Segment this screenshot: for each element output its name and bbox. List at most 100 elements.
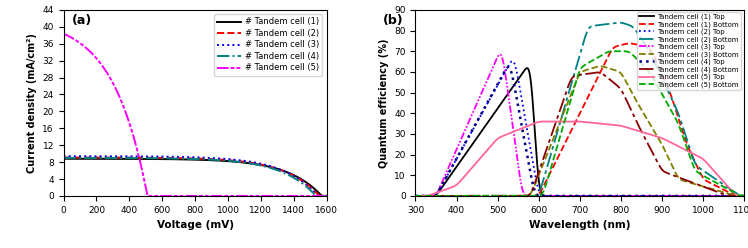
Tandem cell (1) Bottom — [560, 143, 568, 146]
Tandem cell (5) Bottom — [719, 185, 728, 188]
Tandem cell (4) Bottom — [560, 96, 568, 99]
Y-axis label: Quantum efficiency (%): Quantum efficiency (%) — [378, 38, 389, 168]
Tandem cell (2) Top — [719, 194, 728, 197]
# Tandem cell (5) — [166, 194, 175, 197]
Tandem cell (4) Top — [740, 194, 748, 197]
# Tandem cell (4) — [312, 194, 321, 197]
Tandem cell (2) Top — [560, 194, 568, 197]
Line: # Tandem cell (3): # Tandem cell (3) — [64, 156, 327, 196]
X-axis label: Voltage (mV): Voltage (mV) — [156, 220, 233, 230]
Line: Tandem cell (5) Bottom: Tandem cell (5) Bottom — [415, 51, 744, 196]
# Tandem cell (1) — [269, 166, 278, 169]
Tandem cell (4) Bottom — [470, 194, 479, 197]
Line: Tandem cell (2) Bottom: Tandem cell (2) Bottom — [415, 23, 744, 196]
# Tandem cell (5) — [240, 194, 249, 197]
# Tandem cell (3) — [240, 159, 249, 162]
Tandem cell (3) Bottom — [579, 69, 588, 72]
Line: Tandem cell (1) Top: Tandem cell (1) Top — [415, 68, 744, 196]
Tandem cell (3) Bottom — [719, 191, 728, 194]
Line: # Tandem cell (4): # Tandem cell (4) — [64, 158, 327, 196]
Line: Tandem cell (4) Bottom: Tandem cell (4) Bottom — [415, 72, 744, 196]
Tandem cell (4) Top — [504, 66, 513, 69]
# Tandem cell (5) — [59, 32, 68, 35]
Tandem cell (4) Bottom — [638, 131, 647, 134]
Tandem cell (1) Top — [638, 194, 647, 197]
# Tandem cell (2) — [165, 156, 174, 159]
Tandem cell (1) Bottom — [625, 42, 634, 45]
Line: Tandem cell (4) Top: Tandem cell (4) Top — [415, 67, 744, 196]
Tandem cell (3) Top — [580, 194, 589, 197]
Line: Tandem cell (2) Top: Tandem cell (2) Top — [415, 61, 744, 196]
# Tandem cell (1) — [86, 157, 95, 160]
# Tandem cell (3) — [269, 166, 278, 169]
# Tandem cell (2) — [240, 160, 249, 163]
Tandem cell (5) Bottom — [638, 63, 647, 66]
Tandem cell (3) Bottom — [417, 194, 426, 197]
# Tandem cell (1) — [240, 161, 249, 164]
# Tandem cell (3) — [175, 155, 184, 158]
Tandem cell (1) Bottom — [417, 194, 426, 197]
Tandem cell (5) Top — [470, 164, 479, 167]
# Tandem cell (1) — [322, 194, 331, 197]
Line: Tandem cell (1) Bottom: Tandem cell (1) Bottom — [415, 43, 744, 196]
Text: (a): (a) — [72, 14, 92, 27]
# Tandem cell (2) — [264, 165, 273, 168]
# Tandem cell (4) — [269, 167, 278, 170]
Tandem cell (2) Top — [417, 194, 426, 197]
Tandem cell (4) Bottom — [417, 194, 426, 197]
# Tandem cell (3) — [313, 194, 322, 197]
# Tandem cell (1) — [59, 157, 68, 160]
Line: Tandem cell (3) Top: Tandem cell (3) Top — [415, 54, 744, 196]
Line: Tandem cell (5) Top: Tandem cell (5) Top — [415, 122, 744, 196]
Tandem cell (2) Bottom — [638, 38, 647, 41]
Tandem cell (4) Top — [580, 194, 589, 197]
Tandem cell (5) Top — [740, 194, 748, 197]
X-axis label: Wavelength (nm): Wavelength (nm) — [529, 220, 631, 230]
Tandem cell (5) Bottom — [417, 194, 426, 197]
Line: # Tandem cell (1): # Tandem cell (1) — [64, 159, 327, 196]
# Tandem cell (2) — [315, 194, 324, 197]
Tandem cell (2) Bottom — [719, 183, 728, 186]
Tandem cell (1) Bottom — [411, 194, 420, 197]
Legend: # Tandem cell (1), # Tandem cell (2), # Tandem cell (3), # Tandem cell (4), # Ta: # Tandem cell (1), # Tandem cell (2), # … — [214, 14, 322, 76]
Tandem cell (5) Top — [560, 120, 568, 123]
# Tandem cell (2) — [322, 194, 331, 197]
Tandem cell (5) Top — [545, 120, 554, 123]
Tandem cell (5) Bottom — [614, 50, 623, 53]
Tandem cell (5) Top — [411, 194, 420, 197]
Tandem cell (3) Top — [638, 194, 647, 197]
Tandem cell (3) Bottom — [560, 110, 568, 113]
Tandem cell (2) Top — [411, 194, 420, 197]
Legend: Tandem cell (1) Top, Tandem cell (1) Bottom, Tandem cell (2) Top, Tandem cell (2: Tandem cell (1) Top, Tandem cell (1) Bot… — [637, 12, 741, 90]
Tandem cell (3) Top — [470, 108, 479, 111]
Tandem cell (2) Bottom — [579, 40, 588, 43]
# Tandem cell (5) — [86, 50, 95, 53]
Tandem cell (3) Top — [560, 194, 568, 197]
Tandem cell (5) Bottom — [470, 194, 479, 197]
Tandem cell (5) Top — [719, 180, 728, 183]
Tandem cell (3) Top — [740, 194, 748, 197]
Tandem cell (1) Top — [580, 194, 589, 197]
Tandem cell (4) Top — [638, 194, 647, 197]
# Tandem cell (4) — [264, 166, 273, 169]
Tandem cell (4) Top — [417, 194, 426, 197]
# Tandem cell (5) — [143, 194, 152, 197]
Tandem cell (5) Bottom — [740, 194, 748, 197]
Tandem cell (3) Top — [719, 194, 728, 197]
Tandem cell (1) Bottom — [638, 44, 647, 47]
Tandem cell (2) Bottom — [411, 194, 420, 197]
Tandem cell (2) Top — [470, 125, 479, 128]
Tandem cell (1) Top — [740, 194, 748, 197]
# Tandem cell (4) — [240, 161, 249, 164]
Tandem cell (1) Bottom — [740, 194, 748, 197]
Tandem cell (4) Top — [719, 194, 728, 197]
# Tandem cell (3) — [165, 155, 174, 158]
Tandem cell (4) Bottom — [579, 73, 588, 76]
Tandem cell (5) Bottom — [411, 194, 420, 197]
Tandem cell (2) Bottom — [560, 107, 568, 110]
Tandem cell (4) Top — [411, 194, 420, 197]
Tandem cell (1) Top — [523, 67, 532, 70]
Tandem cell (3) Bottom — [638, 110, 647, 113]
Tandem cell (3) Top — [495, 53, 504, 56]
Tandem cell (5) Top — [580, 121, 589, 124]
